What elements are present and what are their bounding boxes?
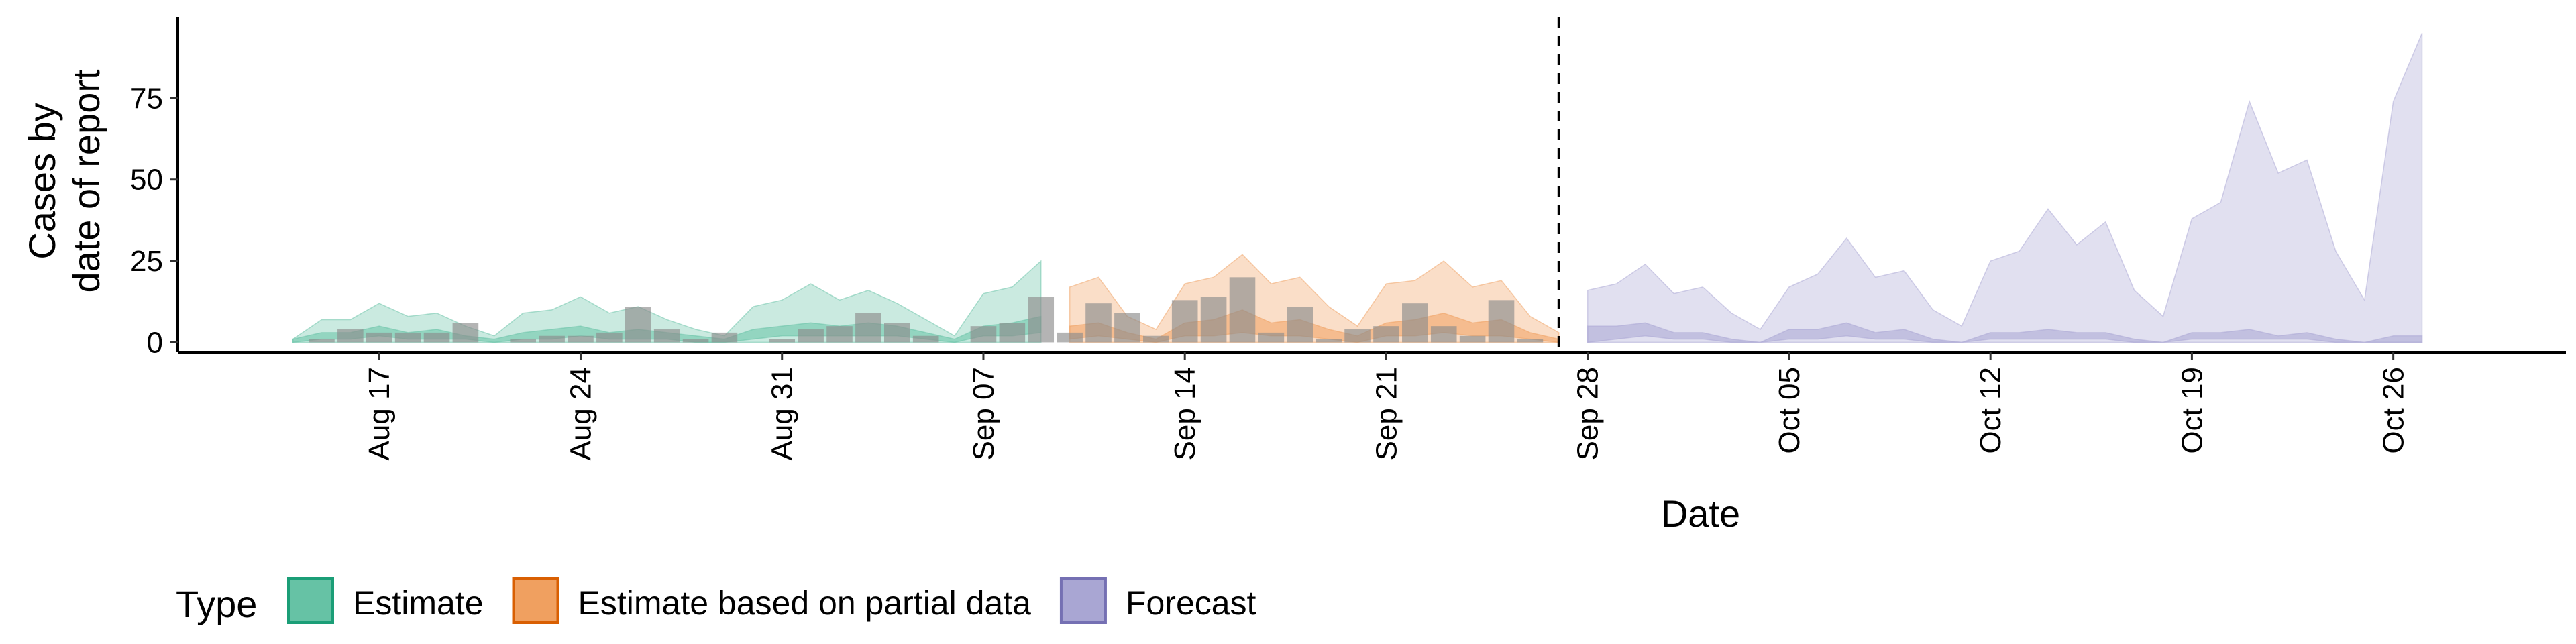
reported-case-bar — [1316, 339, 1342, 343]
x-tick-label: Sep 28 — [1572, 367, 1605, 460]
ribbon-outer-2 — [1587, 32, 2423, 343]
reported-case-bar — [1258, 332, 1285, 343]
reported-case-bar — [309, 339, 335, 343]
reported-case-bar — [970, 326, 997, 343]
reported-case-bar — [1517, 339, 1544, 343]
reported-cases-bars — [309, 277, 1544, 343]
reported-case-bar — [682, 339, 709, 343]
y-axis-title-line: Cases by — [21, 103, 63, 259]
reported-case-bar — [1171, 300, 1198, 343]
reported-case-bar — [769, 339, 796, 343]
ribbon-inner-2 — [1587, 322, 2423, 343]
reported-case-bar — [1200, 297, 1227, 343]
x-tick-label: Sep 07 — [967, 367, 1000, 460]
reported-case-bar — [568, 335, 594, 343]
y-axis-title-line: date of report — [65, 69, 107, 293]
y-tick-label: 25 — [130, 245, 163, 278]
reported-case-bar — [1229, 277, 1256, 343]
reported-case-bar — [337, 329, 364, 343]
legend-title: Type — [176, 583, 257, 625]
reported-case-bar — [1373, 326, 1399, 343]
x-axis-title: Date — [1661, 492, 1740, 535]
ribbon-layer — [292, 32, 2423, 343]
reported-case-bar — [1085, 303, 1112, 343]
reported-case-bar — [539, 335, 565, 343]
reported-case-bar — [711, 332, 738, 343]
legend-key-0 — [287, 577, 334, 624]
reported-case-bar — [1430, 326, 1457, 343]
reported-case-bar — [1344, 329, 1371, 343]
reported-case-bar — [625, 307, 651, 343]
x-axis-ticks: Aug 17 Aug 24 Aug 31 Sep 07 Sep 14 Sep 21 Sep … — [363, 352, 2410, 460]
reported-case-bar — [1488, 300, 1515, 343]
reported-case-bar — [366, 332, 392, 343]
reported-case-bar — [1057, 332, 1083, 343]
reported-case-bar — [1287, 307, 1313, 343]
x-tick-label: Aug 17 — [363, 367, 396, 460]
y-axis-title: Cases bydate of report — [21, 69, 107, 293]
y-tick-label: 75 — [130, 82, 163, 115]
x-tick-label: Oct 12 — [1974, 367, 2007, 454]
legend-label-1: Estimate based on partial data — [578, 584, 1032, 622]
legend: Type Estimate Estimate based on partial d… — [176, 577, 1256, 625]
x-tick-label: Oct 26 — [2377, 367, 2410, 454]
legend-key-1 — [512, 577, 559, 624]
y-tick-label: 50 — [130, 164, 163, 197]
legend-key-2 — [1059, 577, 1107, 624]
reported-case-bar — [883, 323, 910, 343]
x-tick-label: Oct 19 — [2176, 367, 2208, 454]
reported-case-bar — [394, 332, 421, 343]
reported-case-bar — [798, 329, 824, 343]
x-tick-label: Sep 14 — [1169, 367, 1201, 460]
legend-label-0: Estimate — [353, 584, 484, 622]
axes — [176, 17, 2566, 354]
x-tick-label: Aug 31 — [766, 367, 799, 460]
y-axis-ticks: 0 25 50 75 — [130, 82, 178, 359]
reported-case-bar — [452, 323, 479, 343]
reported-case-bar — [826, 326, 853, 343]
y-tick-label: 0 — [147, 326, 163, 359]
reported-case-bar — [912, 335, 939, 343]
x-tick-label: Oct 05 — [1773, 367, 1806, 454]
reported-case-bar — [1114, 313, 1140, 343]
reported-case-bar — [1143, 335, 1169, 343]
x-tick-label: Sep 21 — [1370, 367, 1403, 460]
reported-case-bar — [855, 313, 881, 343]
reported-case-bar — [510, 339, 536, 343]
reported-case-bar — [596, 332, 623, 343]
reported-case-bar — [999, 323, 1026, 343]
x-tick-label: Aug 24 — [564, 367, 597, 460]
legend-label-2: Forecast — [1126, 584, 1256, 622]
reported-case-bar — [1402, 303, 1428, 343]
reported-case-bar — [423, 332, 450, 343]
reported-case-bar — [1028, 297, 1055, 343]
reported-case-bar — [1459, 335, 1486, 343]
reported-case-bar — [653, 329, 680, 343]
legend-items: Estimate Estimate based on partial data Fo… — [287, 577, 1256, 624]
